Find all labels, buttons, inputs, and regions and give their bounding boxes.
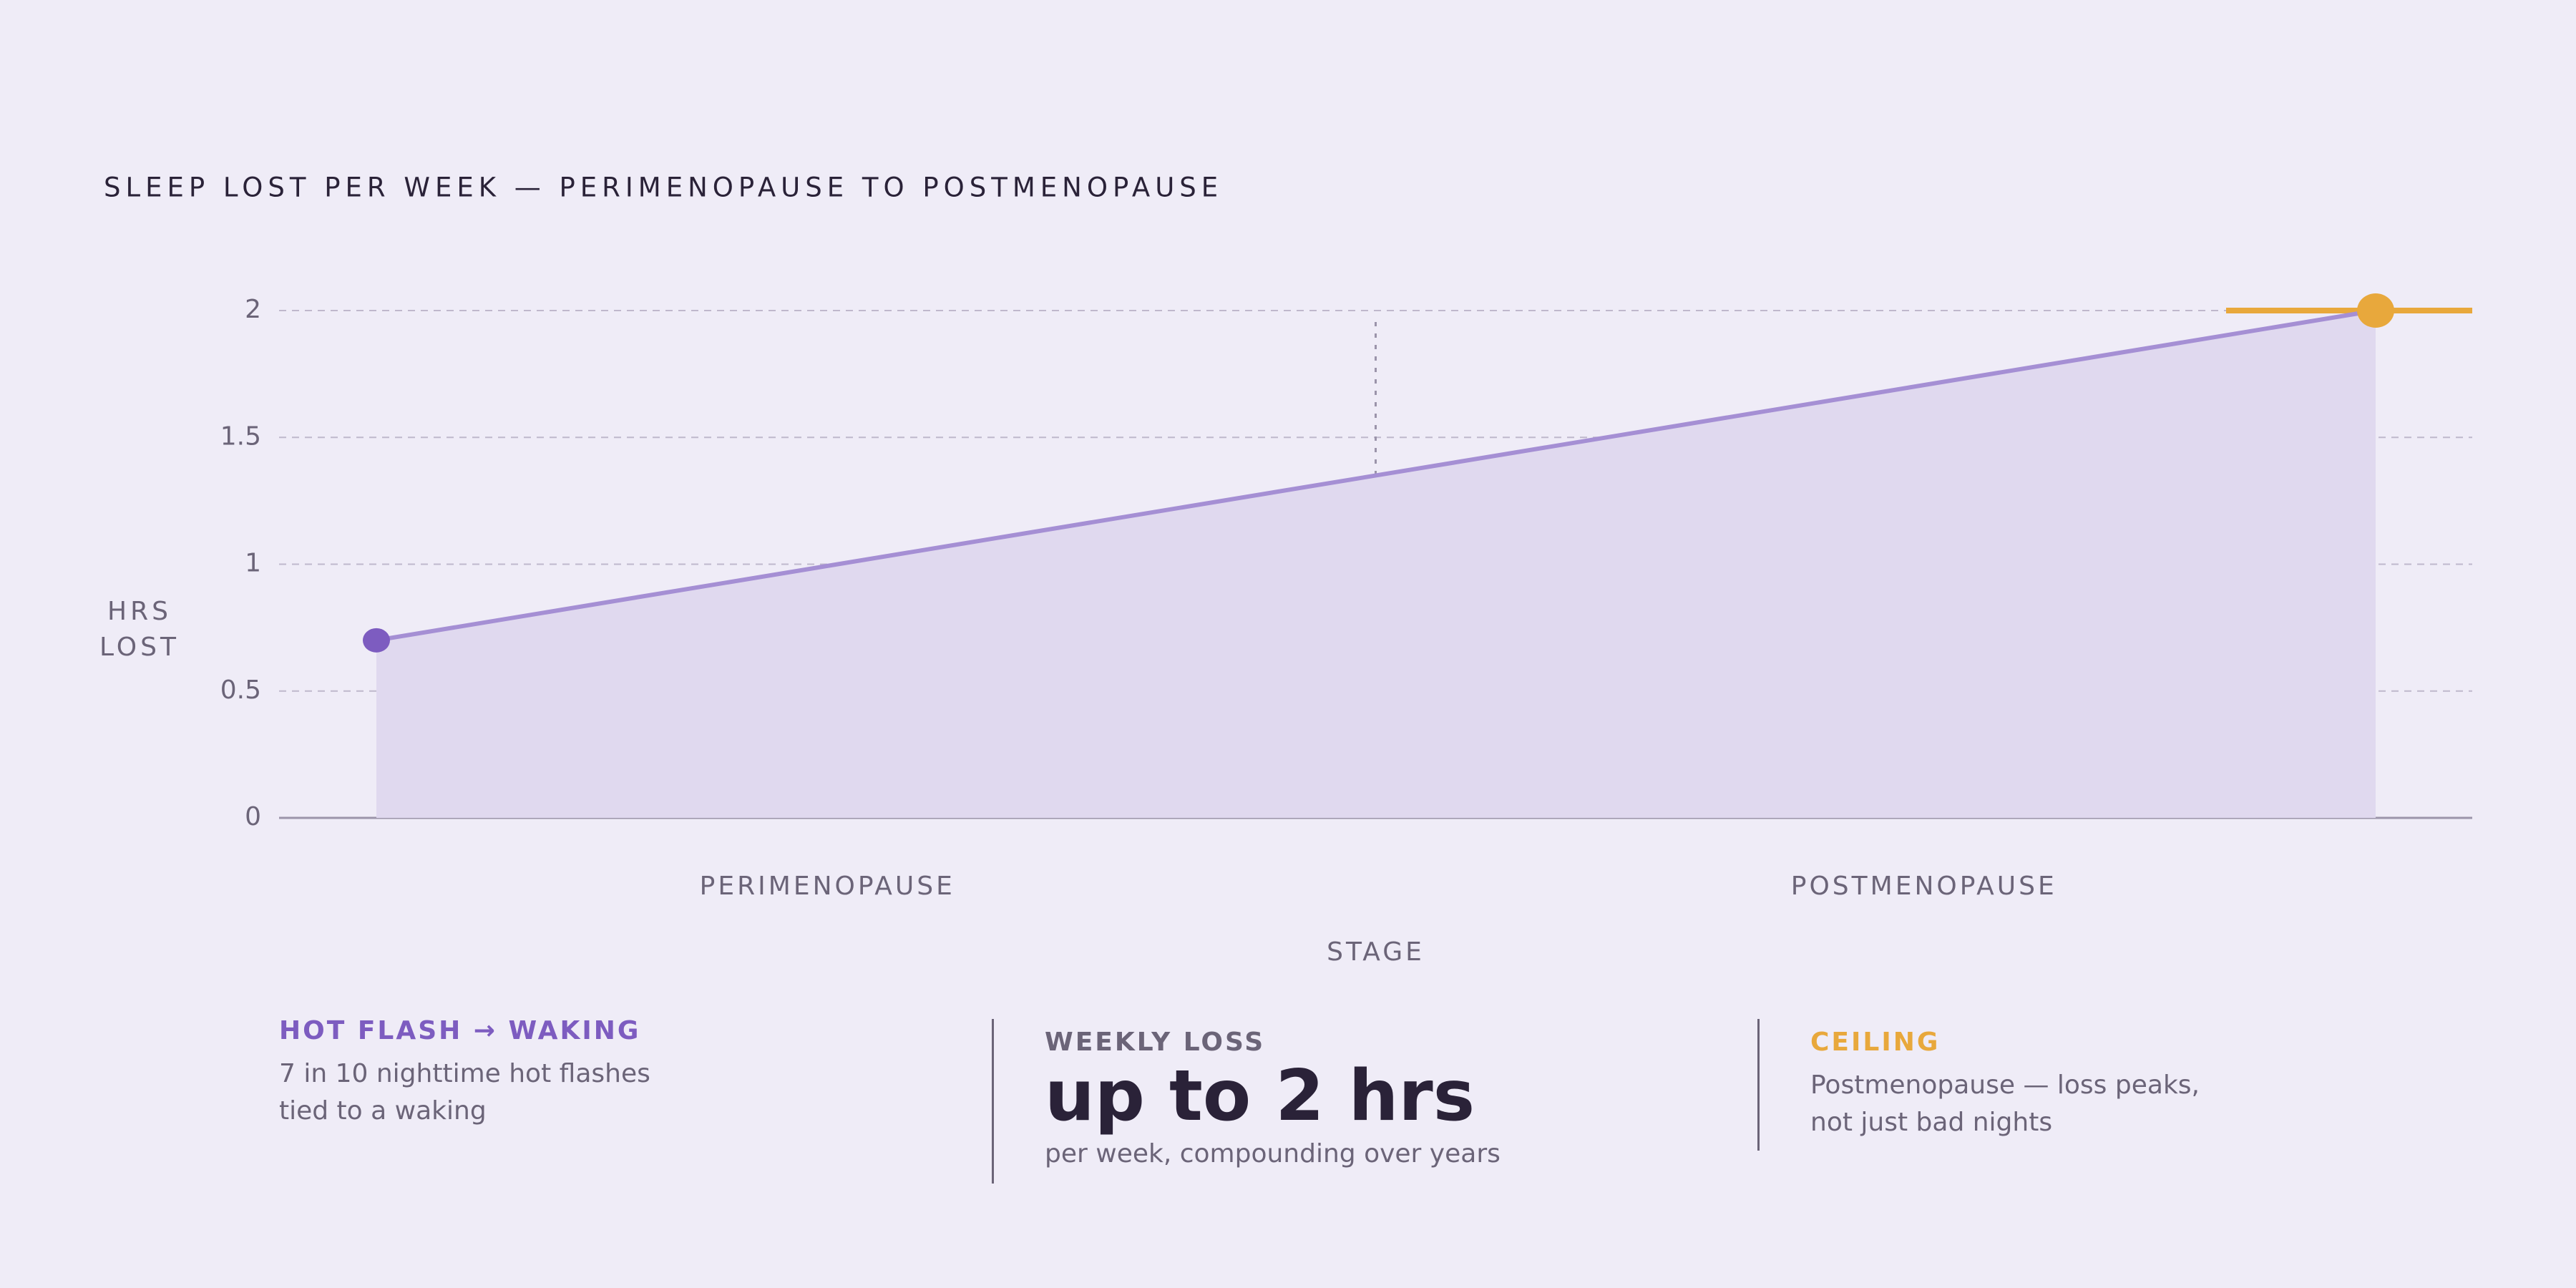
x-axis-label: STAGE — [1327, 937, 1425, 967]
panel: HOT FLASH → WAKING 7 in 10 nighttime hot… — [279, 1016, 650, 1130]
panel-text: not just bad nights — [1810, 1108, 2053, 1137]
headline: up to 2 hrs — [1045, 1055, 1475, 1137]
panel-text: Postmenopause — loss peaks, — [1810, 1070, 2200, 1100]
panel-heading: CEILING — [1810, 1028, 1941, 1057]
panel-text: tied to a waking — [279, 1096, 487, 1126]
x-tick-label: PERIMENOPAUSE — [700, 872, 955, 901]
divider — [992, 1019, 994, 1184]
panel-text: per week, compounding over years — [1045, 1139, 1501, 1169]
chart: SLEEP LOST PER WEEK — PERIMENOPAUSE TO P… — [99, 172, 2472, 967]
divider — [1757, 1019, 1760, 1151]
panel-heading: WEEKLY LOSS — [1045, 1028, 1266, 1057]
point — [363, 628, 390, 653]
panel-text: 7 in 10 nighttime hot flashes — [279, 1059, 650, 1088]
area — [376, 311, 2376, 818]
y-tick-label: 1 — [245, 549, 261, 578]
panel: CEILING Postmenopause — loss peaks, not … — [1810, 1028, 2200, 1141]
y-axis-label: LOST — [99, 633, 180, 662]
y-tick-label: 0.5 — [220, 675, 261, 705]
line — [376, 308, 2376, 643]
y-tick-label: 2 — [245, 295, 261, 324]
panel: WEEKLY LOSS up to 2 hrs per week, compou… — [1045, 1028, 1501, 1173]
chart-title: SLEEP LOST PER WEEK — PERIMENOPAUSE TO P… — [104, 172, 1223, 203]
y-tick-label: 0 — [245, 802, 261, 831]
y-tick-label: 1.5 — [220, 421, 261, 451]
point — [2357, 293, 2394, 328]
panel-heading: HOT FLASH → WAKING — [279, 1016, 641, 1045]
x-tick-label: POSTMENOPAUSE — [1791, 872, 2057, 901]
y-axis-label: HRS — [107, 597, 172, 626]
